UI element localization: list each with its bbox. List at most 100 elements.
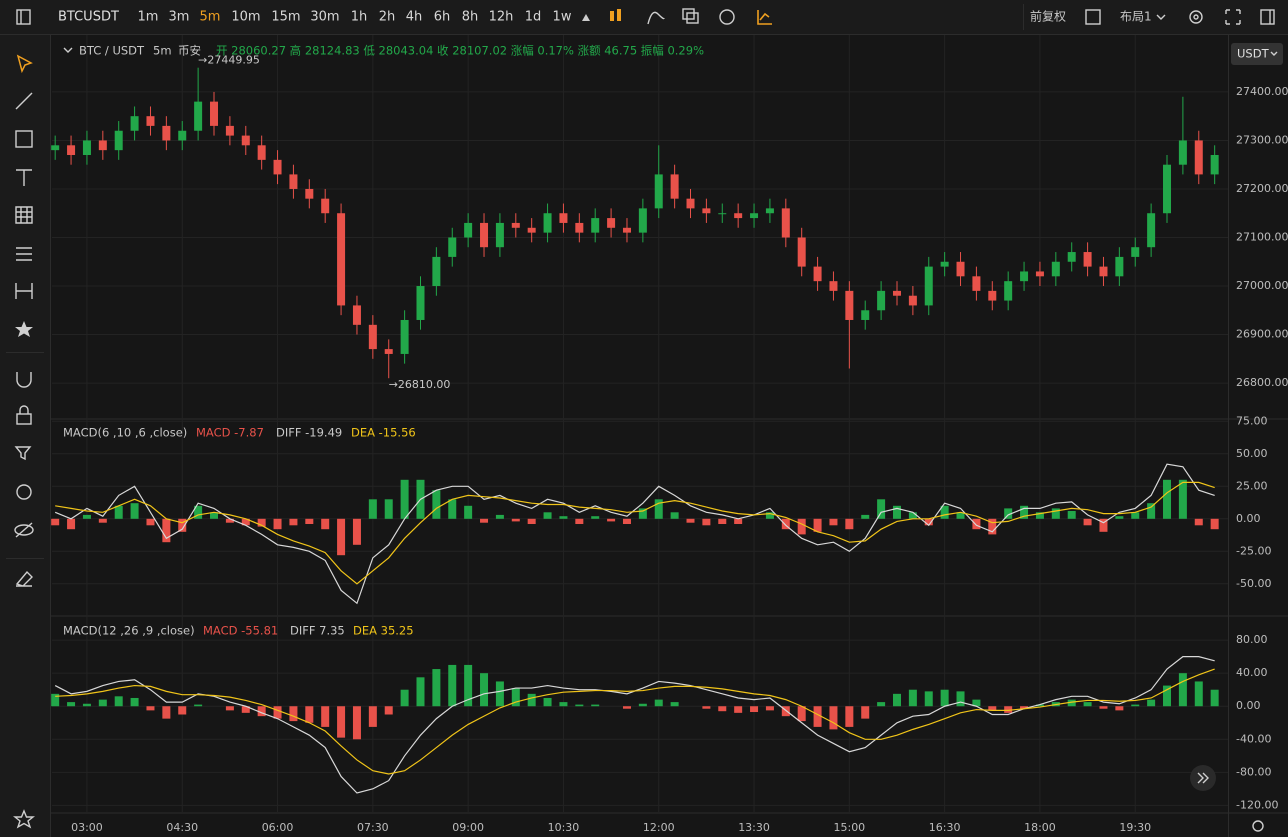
- candle-body: [1147, 213, 1156, 248]
- x-tick-label: 07:30: [357, 821, 389, 834]
- magnet-tool[interactable]: [16, 372, 32, 388]
- macd-bar: [289, 518, 298, 526]
- cursor-tool[interactable]: [16, 54, 33, 74]
- macd-bar: [988, 518, 997, 535]
- macd-bar: [495, 514, 504, 519]
- compare-icon[interactable]: [682, 8, 699, 24]
- candle-body: [1004, 281, 1013, 301]
- favorite-tool[interactable]: [15, 321, 33, 337]
- interval-button[interactable]: 2h: [379, 10, 396, 25]
- axis-settings[interactable]: [1252, 820, 1264, 832]
- hide-tool[interactable]: [14, 524, 34, 536]
- watchlist-star[interactable]: [13, 809, 35, 829]
- candle-body: [686, 198, 695, 209]
- interval-button[interactable]: 3m: [169, 10, 190, 25]
- interval-more[interactable]: [582, 14, 590, 21]
- settings-icon[interactable]: [1189, 10, 1203, 24]
- macd-bar: [1178, 673, 1187, 707]
- grid-tool[interactable]: [15, 206, 33, 224]
- sidebar-toggle[interactable]: [16, 9, 31, 25]
- filter-tool[interactable]: [14, 446, 32, 461]
- macd-bar: [384, 499, 393, 519]
- macd-bar: [622, 518, 631, 524]
- macd-bar: [400, 689, 409, 707]
- indicator-icon[interactable]: [647, 11, 665, 25]
- interval-button[interactable]: 10m: [231, 10, 260, 25]
- currency-caret: [1270, 51, 1278, 56]
- macd-bar: [1099, 706, 1108, 709]
- interval-button[interactable]: 6h: [434, 10, 451, 25]
- interval-button[interactable]: 1m: [138, 10, 159, 25]
- macd-bar: [908, 689, 917, 707]
- interval-button[interactable]: 1d: [525, 10, 542, 25]
- macd-bar: [98, 699, 107, 707]
- interval-button[interactable]: 12h: [489, 10, 514, 25]
- candle-body: [400, 319, 409, 354]
- rect-tool[interactable]: [15, 130, 33, 148]
- layout-button[interactable]: 布局1: [1120, 10, 1152, 24]
- macd-bar: [1051, 508, 1060, 519]
- macd-bar: [1131, 512, 1140, 519]
- interval-button[interactable]: 4h: [406, 10, 423, 25]
- macd-bar: [845, 706, 854, 727]
- candle-body: [1067, 252, 1076, 262]
- fullscreen-box[interactable]: [1085, 9, 1101, 25]
- interval-button[interactable]: 15m: [271, 10, 300, 25]
- expand-icon[interactable]: [1225, 9, 1241, 25]
- legend-caret[interactable]: [63, 47, 73, 53]
- eraser-tool[interactable]: [15, 570, 33, 587]
- lock-tool[interactable]: [16, 413, 32, 425]
- diff-value: DIFF 7.35: [290, 624, 345, 638]
- macd-bar: [51, 518, 60, 526]
- symbol[interactable]: BTCUSDT: [58, 10, 119, 25]
- macd-bar: [305, 706, 314, 723]
- macd-bar: [241, 518, 250, 526]
- y-tick-label: 27200.00: [1236, 182, 1288, 195]
- macd-bar: [892, 505, 901, 519]
- macd-bar: [972, 699, 981, 707]
- candle-body: [781, 208, 790, 238]
- fib-tool[interactable]: [16, 247, 32, 261]
- candle-body: [162, 125, 171, 141]
- macd-bar: [924, 691, 933, 707]
- alert-icon[interactable]: [719, 9, 735, 25]
- y-tick-label: 75.00: [1236, 414, 1268, 427]
- target-tool[interactable]: [16, 484, 32, 500]
- currency-button[interactable]: [1231, 43, 1283, 65]
- candle-body: [432, 256, 441, 287]
- macd-bar: [781, 518, 790, 530]
- candle-body: [575, 222, 584, 233]
- macd-bar: [257, 518, 266, 527]
- draw-icon[interactable]: [757, 10, 772, 25]
- adjust-button[interactable]: 前复权: [1030, 9, 1066, 24]
- candle-body: [877, 290, 886, 311]
- macd-title: MACD(12 ,26 ,9 ,close): [63, 624, 195, 638]
- macd-bar: [607, 518, 616, 522]
- text-tool[interactable]: [16, 169, 32, 186]
- interval-button[interactable]: 8h: [462, 10, 479, 25]
- candle-body: [638, 208, 647, 233]
- measure-tool[interactable]: [15, 283, 33, 299]
- line-tool[interactable]: [15, 92, 33, 110]
- candle-body: [988, 290, 997, 301]
- macd-bar: [225, 706, 234, 711]
- macd-bar: [559, 702, 568, 707]
- macd-bar: [1115, 706, 1124, 711]
- panel-toggle[interactable]: [1260, 9, 1275, 25]
- macd-bar: [67, 702, 76, 707]
- candle-body: [956, 261, 965, 277]
- interval-button[interactable]: 1w: [553, 10, 572, 25]
- y-tick-label: 40.00: [1236, 666, 1268, 679]
- interval-button[interactable]: 30m: [310, 10, 339, 25]
- macd-bar: [988, 706, 997, 711]
- macd-bar: [591, 704, 600, 707]
- dea-value: DEA 35.25: [353, 624, 414, 638]
- y-tick-label: -120.00: [1236, 798, 1278, 811]
- macd-bar: [178, 518, 187, 532]
- macd-bar: [908, 512, 917, 519]
- y-tick-label: -40.00: [1236, 732, 1271, 745]
- interval-button[interactable]: 1h: [351, 10, 368, 25]
- interval-button[interactable]: 5m: [200, 10, 221, 25]
- lock-shackle: [19, 405, 29, 414]
- candle-icon[interactable]: [610, 9, 621, 21]
